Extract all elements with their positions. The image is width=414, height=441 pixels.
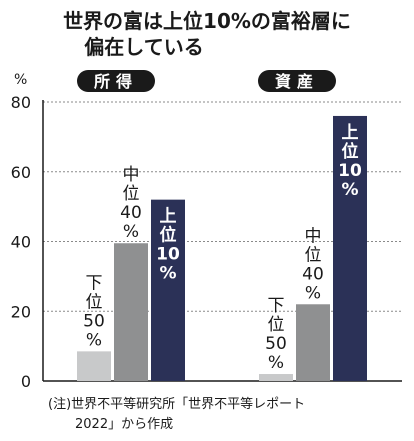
bar-group-label: 位 bbox=[305, 245, 322, 265]
bar-group-label: 中 bbox=[305, 226, 322, 246]
bar-group-label: 40 bbox=[302, 264, 324, 284]
bar-group-label: 10 bbox=[156, 245, 180, 265]
bar-group-label: 位 bbox=[86, 292, 103, 312]
y-tick-label: 60 bbox=[11, 163, 31, 182]
bar-group-label: % bbox=[268, 353, 284, 373]
bar-group-label: % bbox=[159, 264, 176, 284]
panel-label-pill bbox=[258, 70, 336, 92]
panel-label: 資産 bbox=[275, 72, 319, 91]
bar bbox=[151, 199, 185, 381]
y-tick-label: 80 bbox=[11, 93, 31, 112]
y-tick-label: 40 bbox=[11, 233, 31, 252]
bar bbox=[333, 115, 367, 381]
bar-group-label: 10 bbox=[338, 161, 362, 181]
panel-label-pill bbox=[77, 70, 155, 92]
bar-group-label: 40 bbox=[120, 203, 142, 223]
bar-group-label: % bbox=[123, 222, 139, 242]
bar-group-label: 下 bbox=[86, 273, 103, 293]
chart-title-line1: 世界の富は上位10%の富裕層に bbox=[63, 9, 351, 33]
bar bbox=[114, 243, 148, 381]
y-tick-label: 0 bbox=[21, 372, 31, 391]
panel-label: 所得 bbox=[94, 72, 138, 91]
bar-group-label: % bbox=[305, 283, 321, 303]
plot-area: 020406080所得下位50%中位40%上位10%資産下位50%中位40%上位… bbox=[11, 70, 402, 391]
y-axis-unit: % bbox=[14, 72, 27, 88]
bar-group-label: % bbox=[86, 330, 102, 350]
bar-group-label: 下 bbox=[268, 296, 285, 316]
bar-group-label: 上 bbox=[342, 123, 359, 143]
bar-group-label: % bbox=[341, 180, 358, 200]
source-note-line1: (注)世界不平等研究所「世界不平等レポート bbox=[48, 396, 305, 412]
bar-group-label: 上 bbox=[160, 207, 177, 227]
bar bbox=[259, 374, 293, 381]
bar bbox=[77, 351, 111, 381]
bar-group-label: 位 bbox=[268, 315, 285, 335]
bar-group-label: 50 bbox=[265, 334, 287, 354]
bar-group-label: 50 bbox=[83, 311, 105, 331]
bar-group-label: 位 bbox=[123, 184, 140, 204]
bar bbox=[296, 304, 330, 381]
source-note-line2: 2022」から作成 bbox=[75, 417, 173, 432]
chart-title-line2: 偏在している bbox=[84, 35, 203, 59]
bar-group-label: 中 bbox=[123, 165, 140, 185]
y-tick-label: 20 bbox=[11, 302, 31, 321]
bar-group-label: 位 bbox=[160, 225, 177, 246]
bar-group-label: 位 bbox=[342, 141, 359, 162]
